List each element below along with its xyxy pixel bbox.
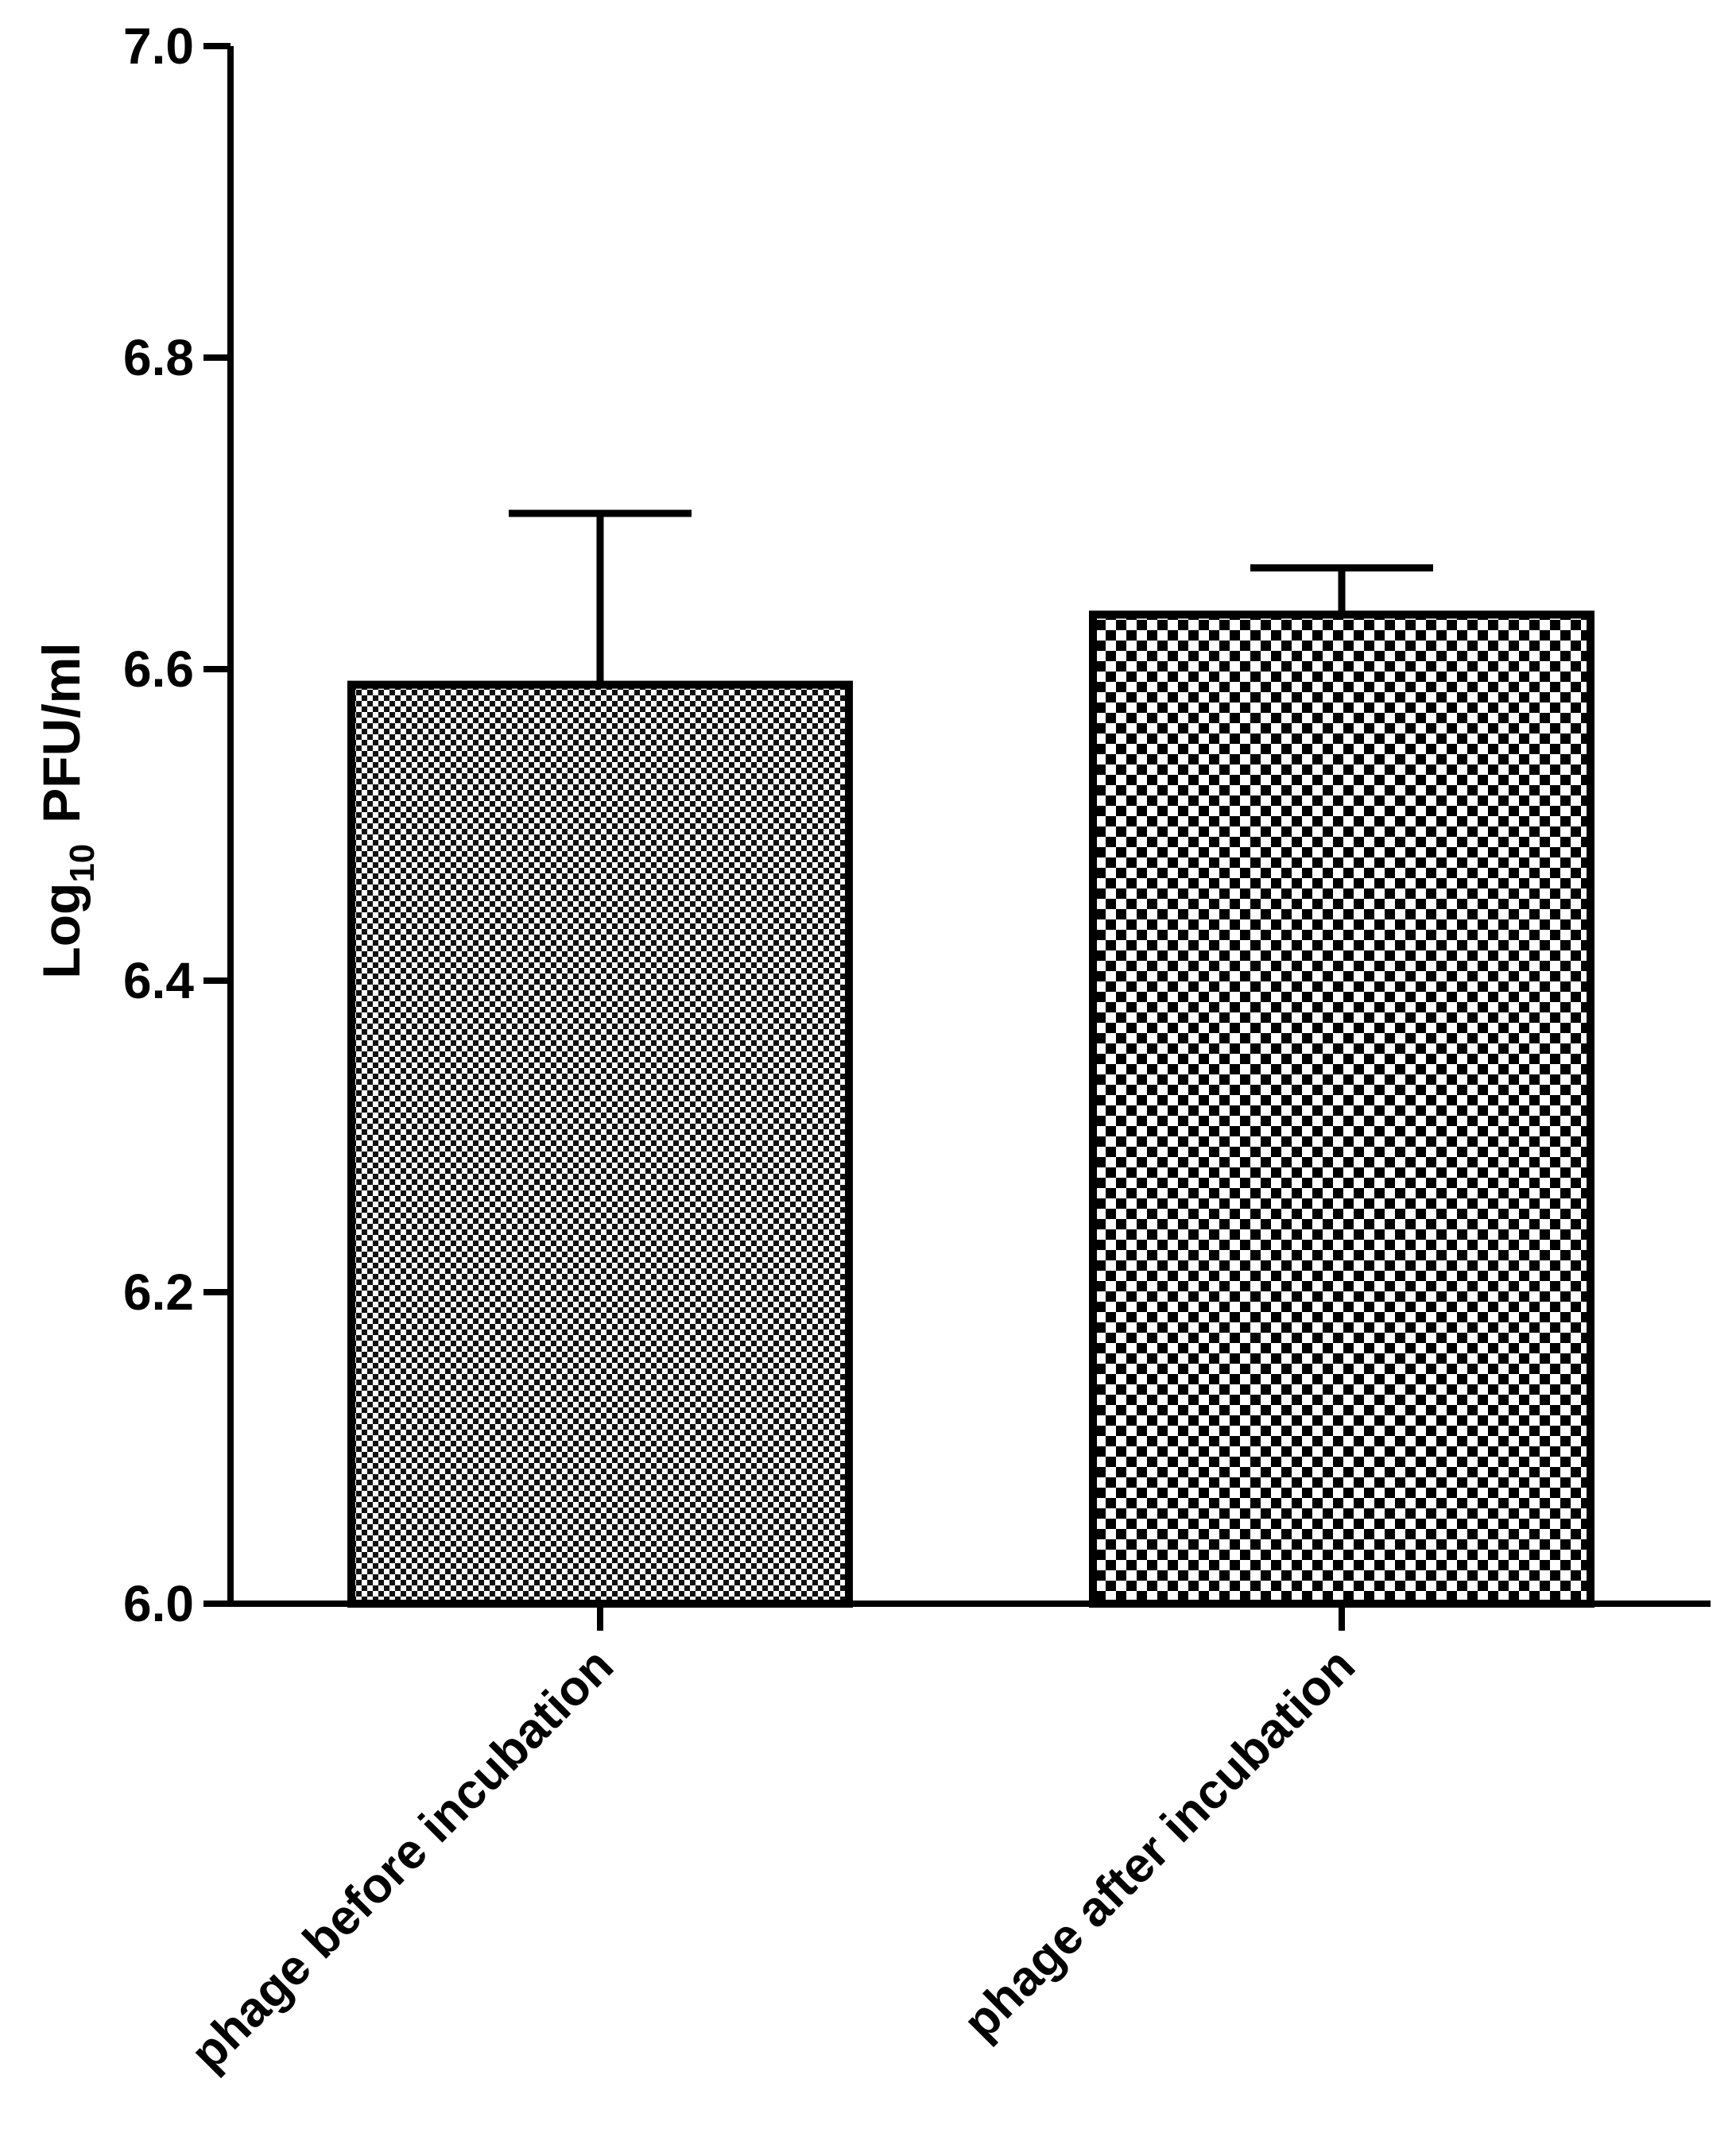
y-tick-label: 6.0 [123,1575,194,1632]
x-ticks-layer: phage before incubation phage after incub… [180,1604,1366,2081]
bar [1089,610,1594,1608]
bar [347,680,853,1608]
x-tick-label: phage after incubation [953,1638,1366,2050]
y-tick-label: 6.2 [123,1264,194,1321]
y-tick-label: 6.8 [123,329,194,386]
error-bars-layer [509,509,1433,685]
y-axis-label: Log10PFU/ml [32,642,102,978]
y-tick-label: 6.6 [123,641,194,698]
y-tick-label: 6.4 [123,952,194,1009]
bars-layer [347,610,1594,1608]
x-tick-label: phage before incubation [180,1638,624,2081]
y-ticks-layer: 6.0 6.2 6.4 6.6 6.8 7.0 [123,17,231,1632]
y-tick-label: 7.0 [123,17,194,75]
